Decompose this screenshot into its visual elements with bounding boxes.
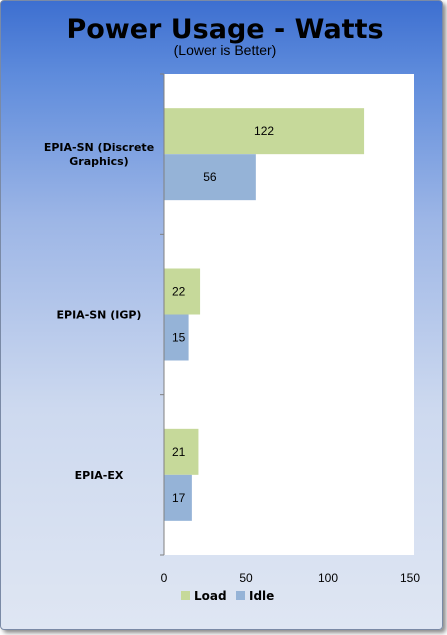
category-label-0-1: Graphics): [69, 155, 128, 168]
category-label-1-0: EPIA-SN (IGP): [57, 309, 142, 322]
bar-idle-0: [164, 154, 256, 201]
bar-idle-1: [164, 314, 189, 361]
category-label-0-0: EPIA-SN (Discrete: [44, 141, 154, 154]
chart-title: Power Usage - Watts: [66, 14, 383, 45]
x-tick-label-3: 150: [400, 571, 420, 585]
data-label-load-1: 22: [172, 285, 186, 299]
x-tick-label-1: 50: [239, 571, 253, 585]
legend-swatch-idle: [236, 591, 245, 600]
data-label-load-2: 21: [172, 445, 186, 459]
data-label-load-0: 122: [254, 124, 274, 138]
data-label-idle-1: 15: [172, 331, 186, 345]
legend-label-idle: Idle: [249, 589, 274, 603]
legend-swatch-load: [181, 591, 190, 600]
category-label-2-0: EPIA-EX: [75, 469, 124, 482]
legend: Load Idle: [181, 589, 274, 603]
bar-load-1: [164, 268, 201, 315]
data-label-idle-0: 56: [203, 170, 217, 184]
bars-layer: [164, 108, 365, 521]
bar-load-2: [164, 428, 199, 475]
bar-load-0: [164, 108, 365, 155]
legend-label-load: Load: [194, 589, 227, 603]
bar-idle-2: [164, 474, 192, 521]
power-usage-chart: Power Usage - Watts (Lower is Better) 12…: [44, 14, 420, 603]
x-tick-label-2: 100: [318, 571, 338, 585]
x-tick-label-0: 0: [161, 571, 168, 585]
chart-subtitle: (Lower is Better): [174, 42, 277, 58]
data-label-idle-2: 17: [172, 491, 186, 505]
axis-layer: [160, 73, 165, 556]
